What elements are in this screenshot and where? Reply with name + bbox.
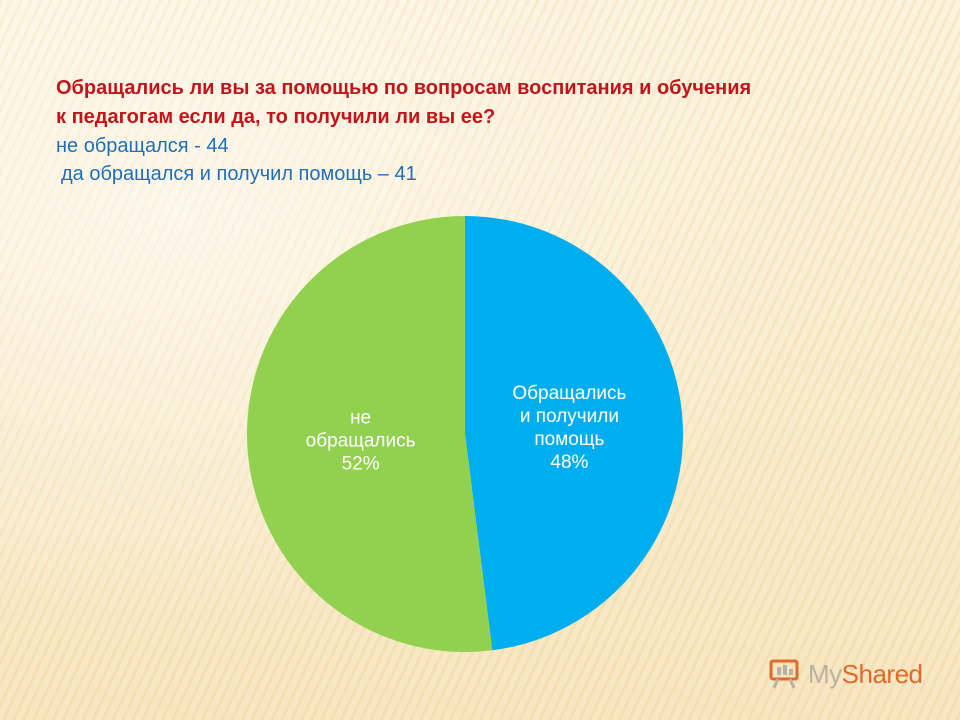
myshared-watermark: MyShared bbox=[768, 654, 923, 694]
slide-text-block: Обращались ли вы за помощью по вопросам … bbox=[56, 74, 916, 188]
pie-slice-percent-0: 48% bbox=[550, 452, 588, 473]
presentation-board-icon bbox=[769, 659, 799, 689]
pie-slice-label-line: помощь bbox=[534, 429, 604, 450]
slide-title-line-2: к педагогам если да, то получили ли вы е… bbox=[56, 106, 496, 128]
info-applied-got-help: да обращался и получил помощь – 41 bbox=[61, 163, 417, 185]
pie-slice-label-line: обращались bbox=[306, 431, 416, 452]
pie-slice-percent-1: 52% bbox=[342, 454, 380, 475]
pie-slice-label-line: Обращались bbox=[512, 383, 626, 404]
pie-slice-1 bbox=[246, 215, 493, 652]
watermark-text: MyShared bbox=[808, 659, 923, 690]
slide-title: Обращались ли вы за помощью по вопросам … bbox=[56, 74, 916, 132]
pie-slice-0 bbox=[465, 216, 683, 651]
pie-slice-label-0: Обращались и получили помощь 48% bbox=[512, 383, 626, 473]
slide-title-line-1: Обращались ли вы за помощью по вопросам … bbox=[56, 77, 752, 99]
pie-slice-label-1: не обращались 52% bbox=[306, 408, 416, 475]
watermark-text-shared: Shared bbox=[841, 658, 923, 689]
info-not-applied: не обращался - 44 bbox=[56, 135, 229, 157]
watermark-text-my: My bbox=[808, 658, 842, 689]
pie-slice-label-line: не bbox=[350, 408, 371, 429]
pie-slice-label-line: и получили bbox=[520, 406, 619, 427]
